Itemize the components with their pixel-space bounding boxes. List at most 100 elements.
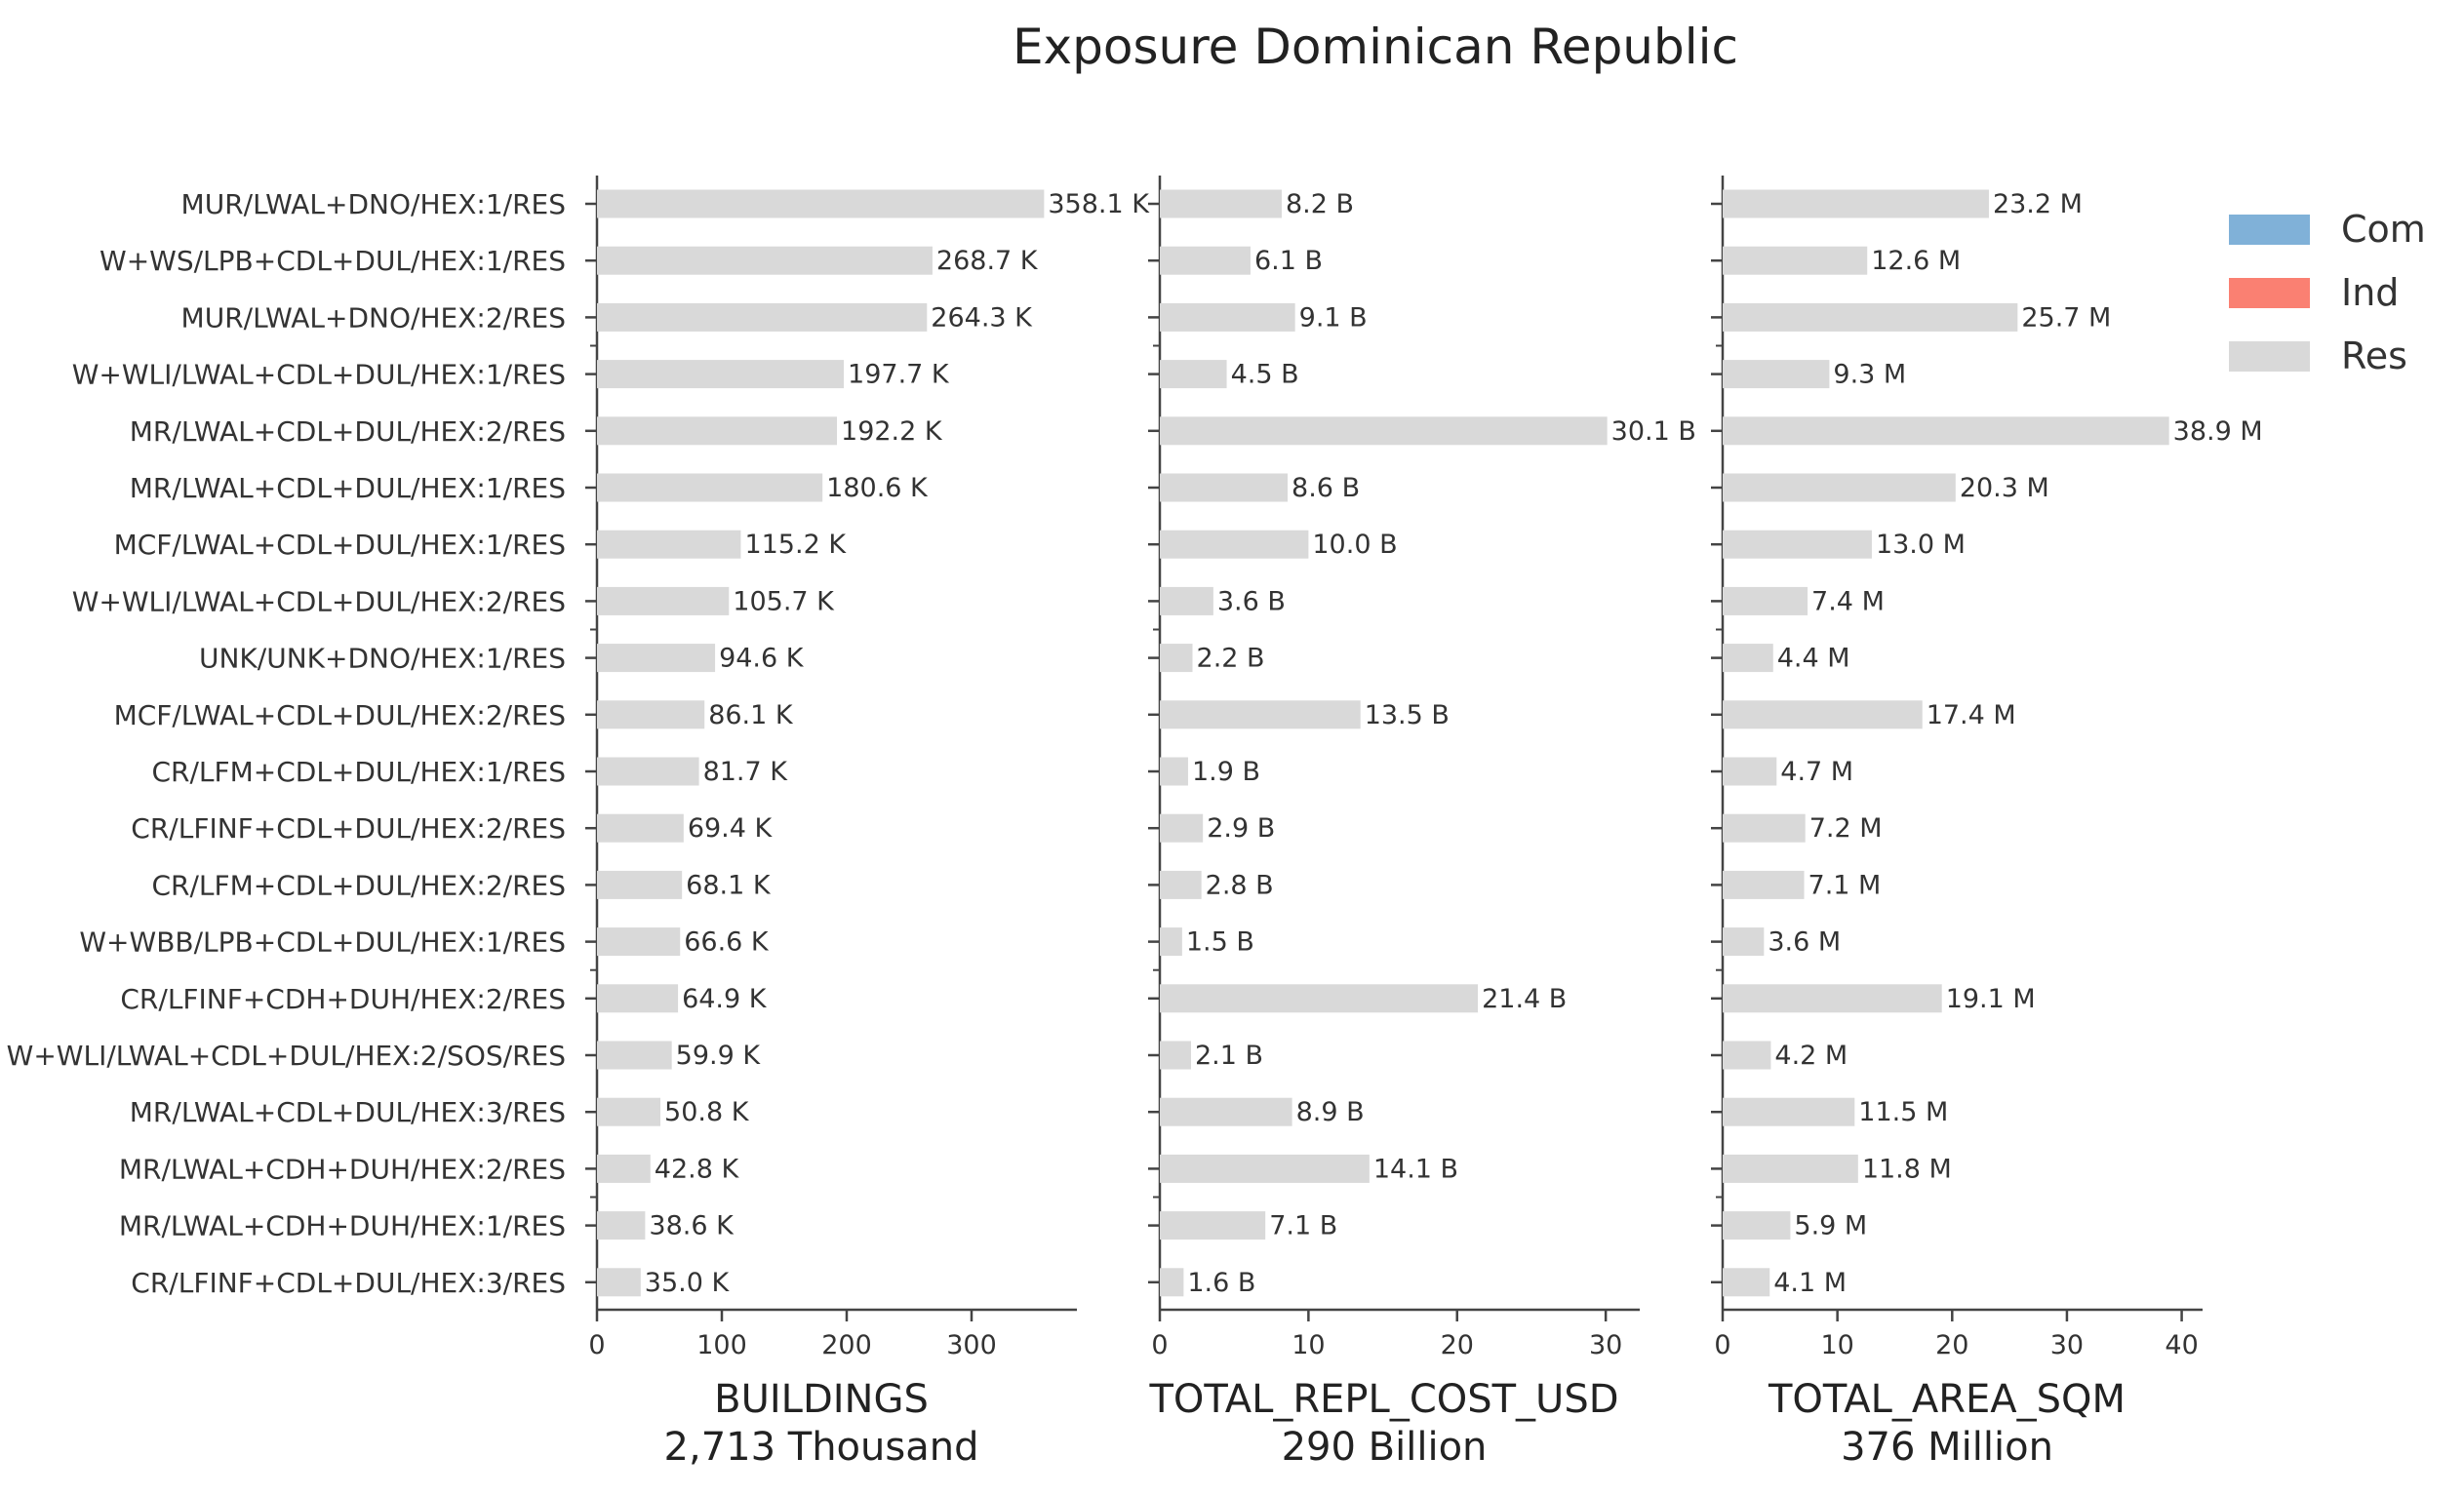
bar (1723, 813, 1806, 843)
x-tick-label: 0 (588, 1330, 605, 1360)
chart-title: Exposure Dominican Republic (1013, 19, 1738, 75)
value-label: 10.0 B (1312, 530, 1397, 560)
x-axis-title: TOTAL_AREA_SQM (1768, 1377, 2126, 1422)
category-label: W+WBB/LPB+CDL+DUL/HEX:1/RES (79, 926, 566, 959)
bar (1160, 530, 1309, 559)
value-label: 4.4 M (1777, 644, 1850, 674)
value-label: 7.2 M (1809, 813, 1883, 844)
value-label: 68.1 K (686, 870, 772, 900)
value-label: 23.2 M (1993, 189, 2083, 219)
value-label: 1.6 B (1187, 1268, 1255, 1298)
value-label: 2.1 B (1195, 1041, 1263, 1071)
bar (1723, 1041, 1771, 1070)
bar (1160, 700, 1361, 729)
value-label: 4.7 M (1780, 757, 1853, 787)
category-label: CR/LFINF+CDH+DUH/HEX:2/RES (120, 983, 566, 1015)
category-label: W+WLI/LWAL+CDL+DUL/HEX:1/RES (72, 359, 566, 391)
x-axis-total: 290 Billion (1282, 1425, 1488, 1470)
x-tick-label: 20 (1441, 1330, 1474, 1360)
bar (1723, 870, 1805, 899)
value-label: 1.9 B (1192, 757, 1260, 787)
value-label: 4.5 B (1231, 360, 1299, 390)
bar (1160, 473, 1289, 502)
bar (597, 813, 684, 843)
category-label: CR/LFM+CDL+DUL/HEX:1/RES (151, 756, 566, 788)
value-label: 9.3 M (1833, 360, 1906, 390)
bar (1160, 416, 1608, 446)
value-label: 25.7 M (2021, 302, 2111, 333)
bar (1160, 360, 1227, 389)
value-label: 11.8 M (1862, 1154, 1952, 1184)
value-label: 7.4 M (1811, 586, 1885, 616)
category-label: CR/LFM+CDL+DUL/HEX:2/RES (151, 869, 566, 901)
bar (597, 416, 838, 446)
bar (1160, 1041, 1191, 1070)
bar (597, 1268, 641, 1297)
value-label: 13.0 M (1876, 530, 1966, 560)
value-label: 7.1 B (1269, 1211, 1337, 1241)
bar (597, 1154, 651, 1183)
bar (1160, 870, 1202, 899)
category-label: W+WLI/LWAL+CDL+DUL/HEX:2/SOS/RES (7, 1040, 566, 1072)
category-label: CR/LFINF+CDL+DUL/HEX:3/RES (131, 1267, 566, 1299)
x-axis-title: TOTAL_REPL_COST_USD (1148, 1377, 1618, 1422)
value-label: 2.9 B (1207, 813, 1275, 844)
value-label: 1.5 B (1186, 927, 1254, 958)
panel-total-repl-cost-usd: 8.2 B 6.1 B 9.1 B4.5 B 30.1 B 8.6 B 10.0 B 3.6… (1148, 176, 1696, 1470)
value-label: 3.6 M (1768, 927, 1841, 958)
value-label: 94.6 K (719, 644, 805, 674)
legend-label: Res (2341, 335, 2407, 377)
bar (1723, 473, 1956, 502)
value-label: 264.3 K (931, 302, 1033, 333)
value-label: 30.1 B (1611, 416, 1696, 447)
bar (1160, 1268, 1184, 1297)
panel-total-area-sqm: 23.2 M 12.6 M 25.7 M 9.3 M 38.9 M 20.3 M 13.0 … (1711, 176, 2263, 1470)
x-axis-total: 2,713 Thousand (664, 1425, 979, 1470)
value-label: 86.1 K (708, 700, 794, 730)
bar (1723, 1097, 1855, 1126)
value-label: 4.2 M (1774, 1041, 1848, 1071)
value-label: 7.1 M (1808, 870, 1882, 900)
value-label: 35.0 K (645, 1268, 731, 1298)
value-label: 5.9 M (1794, 1211, 1867, 1241)
value-label: 64.9 K (682, 984, 768, 1014)
value-label: 3.6 B (1217, 586, 1286, 616)
x-tick-label: 10 (1820, 1330, 1853, 1360)
x-axis-title: BUILDINGS (714, 1377, 929, 1422)
bar (597, 1041, 672, 1070)
bar (1723, 530, 1872, 559)
bar (1723, 246, 1868, 275)
value-label: 8.6 B (1292, 473, 1360, 503)
value-label: 38.6 K (649, 1211, 735, 1241)
value-label: 2.2 B (1197, 644, 1265, 674)
x-tick-label: 10 (1292, 1330, 1325, 1360)
bar (1723, 302, 2018, 332)
x-tick-label: 100 (696, 1330, 747, 1360)
bar (1723, 700, 1923, 729)
bar (1723, 360, 1830, 389)
plot-layer: MUR/LWAL+DNO/HEX:1/RES W+WS/LPB+CDL+DUL/H… (7, 176, 2263, 1470)
x-tick-label: 0 (1151, 1330, 1168, 1360)
bar (1160, 1211, 1266, 1240)
value-label: 11.5 M (1858, 1097, 1948, 1127)
value-label: 81.7 K (703, 757, 789, 787)
bar (1160, 1154, 1370, 1183)
bar (1160, 927, 1182, 957)
category-label: MCF/LWAL+CDL+DUL/HEX:1/RES (114, 529, 566, 561)
value-label: 192.2 K (841, 416, 943, 447)
value-label: 42.8 K (655, 1154, 740, 1184)
value-label: 358.1 K (1048, 189, 1150, 219)
category-label: W+WLI/LWAL+CDL+DUL/HEX:2/RES (72, 585, 566, 617)
bar (1723, 984, 1942, 1013)
category-label: MUR/LWAL+DNO/HEX:1/RES (181, 188, 566, 220)
legend-label: Ind (2341, 271, 2399, 314)
category-label: MR/LWAL+CDH+DUH/HEX:2/RES (119, 1153, 566, 1185)
category-label: UNK/UNK+DNO/HEX:1/RES (199, 643, 566, 675)
category-label: MCF/LWAL+CDL+DUL/HEX:2/RES (114, 699, 566, 731)
category-label: MR/LWAL+CDL+DUL/HEX:3/RES (130, 1096, 566, 1128)
bar (597, 189, 1045, 218)
value-label: 4.1 M (1773, 1268, 1847, 1298)
value-label: 12.6 M (1871, 246, 1961, 276)
value-label: 20.3 M (1960, 473, 2049, 503)
